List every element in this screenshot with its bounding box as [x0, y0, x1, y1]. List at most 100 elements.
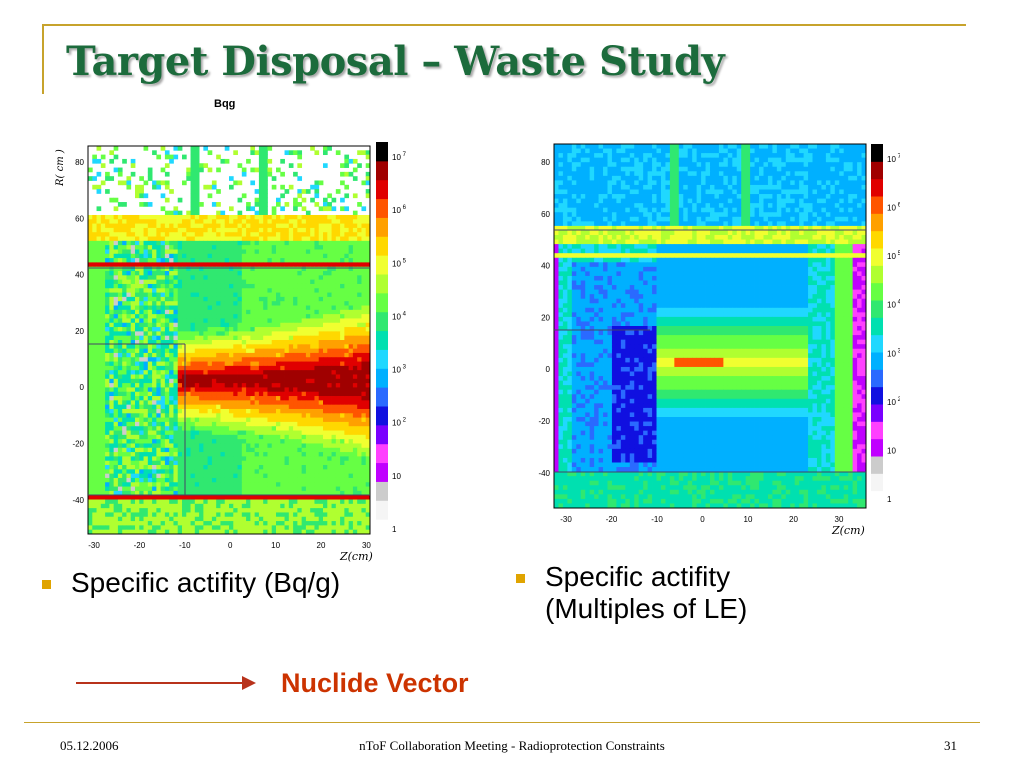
heat-cell — [100, 275, 106, 281]
heat-cell — [139, 374, 144, 380]
heat-cell — [365, 318, 371, 324]
heat-cell — [314, 495, 320, 500]
heat-cell — [109, 361, 115, 367]
heat-cell — [113, 370, 119, 375]
heat-cell — [216, 331, 221, 337]
heat-cell — [288, 512, 294, 518]
heat-cell — [164, 327, 170, 332]
heat-cell — [340, 486, 345, 492]
heat-cell — [224, 322, 230, 328]
heat-cell — [130, 309, 136, 315]
heat-cell — [164, 439, 170, 444]
heat-cell — [271, 490, 277, 496]
heat-cell — [216, 352, 221, 358]
heat-cell — [105, 236, 110, 242]
heat-cell — [340, 503, 345, 509]
heat-cell — [276, 214, 281, 220]
heat-cell — [229, 391, 234, 397]
heat-cell — [216, 495, 221, 500]
heat-cell — [233, 477, 238, 483]
heat-cell — [147, 305, 153, 311]
heat-cell — [96, 223, 102, 229]
heat-cell — [109, 227, 115, 233]
heat-cell — [100, 322, 106, 328]
heat-cell — [293, 271, 298, 276]
heat-cell — [246, 327, 251, 332]
heat-cell — [173, 271, 179, 276]
heat-cell — [327, 396, 332, 401]
heat-cell — [113, 413, 119, 418]
heat-cell — [207, 348, 213, 354]
heat-cell — [160, 240, 166, 246]
heat-cell — [135, 365, 140, 371]
heat-cell — [348, 232, 354, 237]
heat-cell — [233, 473, 238, 479]
heat-cell — [160, 391, 166, 397]
heat-cell — [318, 262, 324, 268]
heat-cell — [310, 348, 315, 354]
heat-cell — [143, 516, 149, 522]
heat-cell — [177, 378, 183, 384]
heat-cell — [352, 495, 358, 500]
heat-cell — [241, 469, 247, 475]
heat-cell — [164, 227, 170, 233]
heat-cell — [109, 460, 115, 466]
heat-cell — [314, 227, 320, 233]
heat-cell — [216, 408, 221, 414]
heat-cell — [194, 232, 200, 237]
heat-cell — [357, 490, 362, 496]
heat-cell — [340, 223, 345, 229]
heat-cell — [344, 301, 350, 306]
heat-cell — [199, 387, 204, 393]
heat-cell — [258, 421, 264, 427]
heat-cell — [109, 374, 115, 380]
heat-cell — [117, 236, 123, 242]
heat-cell — [113, 249, 119, 255]
heat-cell — [348, 499, 354, 505]
heat-cell — [117, 340, 123, 345]
heat-cell — [207, 236, 213, 242]
heat-cell — [250, 361, 256, 367]
heat-cell — [276, 236, 281, 242]
heat-cell — [216, 227, 221, 233]
heat-cell — [335, 344, 341, 350]
heat-cell — [109, 335, 115, 341]
heat-cell — [297, 335, 303, 341]
heat-cell — [88, 413, 93, 418]
heat-cell — [250, 443, 256, 449]
heat-cell — [323, 305, 328, 311]
heat-cell — [280, 331, 285, 337]
heat-cell — [122, 322, 127, 328]
heat-cell — [314, 469, 320, 475]
heat-cell — [190, 400, 196, 406]
heat-cell — [135, 352, 140, 358]
heat-cell — [126, 327, 132, 332]
heat-cell — [280, 253, 285, 259]
heat-cell — [199, 236, 204, 242]
heat-cell — [92, 327, 97, 332]
heat-cell — [284, 430, 290, 436]
heat-cell — [186, 486, 191, 492]
heat-cell — [173, 210, 179, 216]
heat-cell — [216, 490, 221, 496]
heat-cell — [361, 227, 367, 233]
heat-cell — [207, 352, 213, 358]
heat-cell — [122, 404, 127, 410]
heat-cell — [194, 292, 200, 298]
heat-cell — [135, 477, 140, 483]
heat-cell — [152, 443, 157, 449]
heat-cell — [267, 158, 273, 164]
heat-cell — [327, 400, 332, 406]
heat-cell — [301, 288, 307, 293]
heat-cell — [276, 391, 281, 397]
heat-cell — [126, 249, 132, 255]
heat-cell — [143, 335, 149, 341]
heat-cell — [203, 292, 209, 298]
heat-cell — [348, 421, 354, 427]
heat-cell — [130, 421, 136, 427]
heat-cell — [250, 378, 256, 384]
heat-cell — [267, 408, 273, 414]
heat-cell — [88, 357, 93, 362]
heat-cell — [152, 391, 157, 397]
heat-cell — [169, 348, 174, 354]
